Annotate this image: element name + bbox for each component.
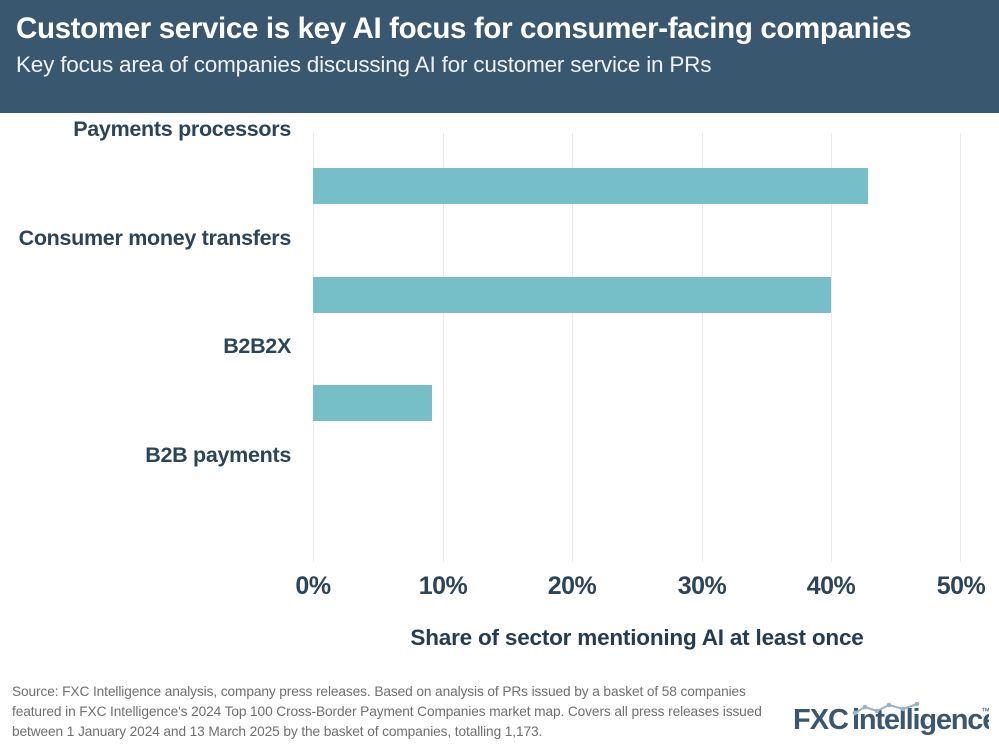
chart-container: Payments processors Consumer money trans…	[0, 113, 999, 673]
chart-footer: Source: FXC Intelligence analysis, compa…	[0, 673, 999, 749]
chart-header-banner: Customer service is key AI focus for con…	[0, 0, 999, 113]
svg-text:FXC: FXC	[793, 704, 849, 736]
y-axis-label-1: Consumer money transfers	[18, 226, 292, 250]
bar-fill-0	[313, 168, 868, 204]
fxc-intelligence-logo: FXC intelligence ™	[793, 702, 989, 736]
bar-fill-2	[313, 385, 433, 421]
gridline-20	[572, 133, 573, 562]
gridline-30	[702, 133, 703, 562]
x-axis-title: Share of sector mentioning AI at least o…	[410, 625, 864, 650]
x-tick-0: 0%	[295, 572, 331, 600]
x-tick-10: 10%	[418, 572, 468, 600]
page-title: Customer service is key AI focus for con…	[16, 12, 912, 45]
source-note: Source: FXC Intelligence analysis, compa…	[12, 684, 762, 739]
x-tick-20: 20%	[547, 572, 597, 600]
x-tick-40: 40%	[806, 572, 856, 600]
logo-chart-dot-1	[862, 704, 868, 710]
y-axis-label-0: Payments processors	[73, 117, 291, 141]
logo-chart-dot-0	[852, 710, 858, 716]
gridline-40	[831, 133, 832, 562]
y-axis-label-2: B2B2X	[223, 334, 291, 358]
logo-svg: FXC intelligence ™	[793, 702, 989, 736]
bar-fill-1	[313, 277, 832, 313]
plot-area	[313, 133, 961, 562]
y-axis-label-3: B2B payments	[145, 443, 291, 467]
bar-b2b2x[interactable]	[313, 385, 433, 421]
logo-chart-dot-2	[874, 708, 880, 714]
bar-payments-processors[interactable]	[313, 168, 868, 204]
bar-consumer-money-transfers[interactable]	[313, 277, 832, 313]
logo-chart-dot-4	[900, 706, 906, 712]
gridline-0	[313, 133, 314, 562]
logo-trademark-icon: ™	[981, 706, 989, 716]
logo-chart-dot-5	[914, 702, 920, 707]
x-tick-50: 50%	[936, 572, 986, 600]
x-tick-30: 30%	[677, 572, 727, 600]
page-subtitle: Key focus area of companies discussing A…	[16, 52, 712, 78]
logo-chart-dot-3	[886, 702, 892, 708]
gridline-10	[443, 133, 444, 562]
gridline-50	[960, 133, 961, 562]
